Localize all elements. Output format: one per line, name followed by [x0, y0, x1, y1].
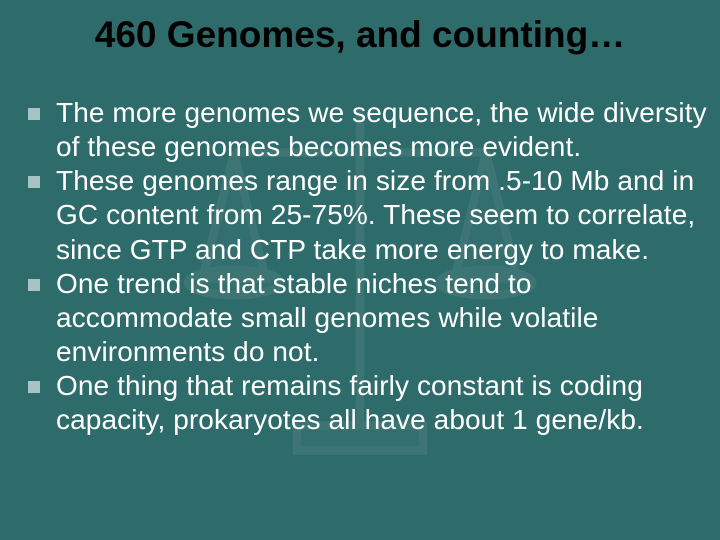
bullet-text: One trend is that stable niches tend to … [56, 267, 716, 369]
list-item: One thing that remains fairly constant i… [24, 369, 716, 437]
bullet-text: One thing that remains fairly constant i… [56, 369, 716, 437]
list-item: The more genomes we sequence, the wide d… [24, 96, 716, 164]
slide-title: 460 Genomes, and counting… [0, 14, 720, 56]
slide-body: The more genomes we sequence, the wide d… [24, 96, 716, 438]
slide: 460 Genomes, and counting… The more geno… [0, 0, 720, 540]
bullet-icon [28, 381, 40, 393]
bullet-icon [28, 279, 40, 291]
list-item: These genomes range in size from .5-10 M… [24, 164, 716, 266]
bullet-icon [28, 108, 40, 120]
list-item: One trend is that stable niches tend to … [24, 267, 716, 369]
bullet-text: These genomes range in size from .5-10 M… [56, 164, 716, 266]
bullet-text: The more genomes we sequence, the wide d… [56, 96, 716, 164]
bullet-icon [28, 176, 40, 188]
